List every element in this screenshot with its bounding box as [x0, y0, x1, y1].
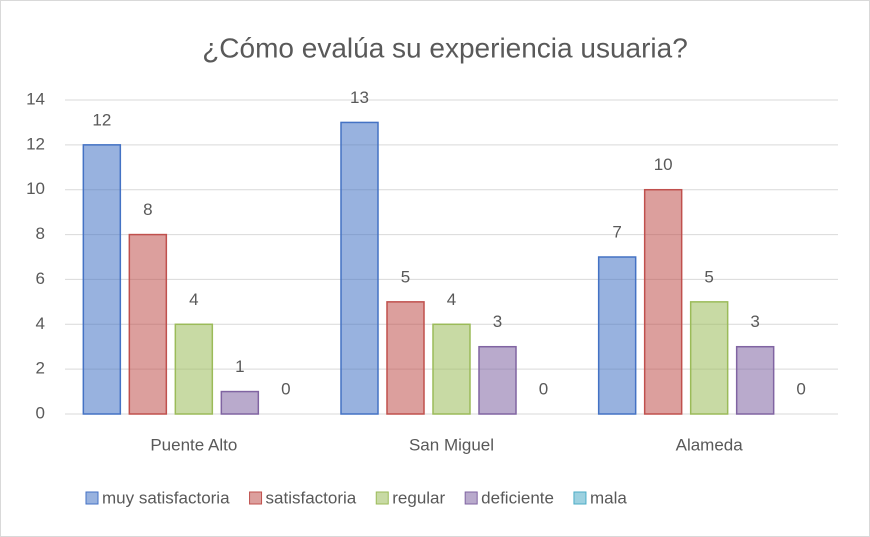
bar [478, 345, 517, 415]
data-label: 0 [539, 379, 548, 398]
legend-label: muy satisfactoria [102, 488, 230, 507]
legend-label: regular [392, 488, 445, 507]
legend-swatch [464, 491, 478, 505]
data-label: 0 [281, 379, 290, 398]
bar [82, 144, 122, 415]
y-tick-label: 4 [36, 314, 45, 333]
data-label: 10 [654, 155, 673, 174]
y-tick-label: 8 [36, 224, 45, 243]
bar [432, 323, 471, 415]
data-label: 3 [493, 312, 502, 331]
y-tick-label: 10 [26, 179, 45, 198]
data-label: 5 [401, 267, 410, 286]
bar [643, 188, 683, 415]
bar [220, 390, 260, 415]
bar [735, 345, 775, 415]
legend-swatch [375, 491, 389, 505]
y-tick-label: 2 [36, 359, 45, 378]
legend-label: deficiente [481, 488, 554, 507]
data-label: 12 [92, 110, 111, 129]
bar [128, 233, 168, 415]
legend-swatch [249, 491, 263, 505]
x-tick-label: San Miguel [409, 435, 494, 454]
chart-title: ¿Cómo evalúa su experiencia usuaria? [202, 32, 688, 63]
data-label: 5 [704, 267, 713, 286]
data-label: 4 [189, 290, 198, 309]
legend-swatch [573, 491, 587, 505]
data-label: 13 [350, 88, 369, 107]
bar [597, 256, 637, 415]
data-label: 8 [143, 200, 152, 219]
data-label: 1 [235, 357, 244, 376]
bar [689, 301, 729, 415]
legend-label: satisfactoria [266, 488, 357, 507]
data-label: 4 [447, 290, 456, 309]
data-label: 7 [612, 222, 621, 241]
y-tick-label: 12 [26, 134, 45, 153]
y-tick-label: 0 [36, 403, 45, 422]
data-label: 3 [750, 312, 759, 331]
bar [340, 121, 379, 415]
x-tick-label: Alameda [676, 435, 744, 454]
legend-label: mala [590, 488, 627, 507]
y-tick-label: 14 [26, 89, 45, 108]
legend-swatch [85, 491, 99, 505]
y-tick-label: 6 [36, 269, 45, 288]
bar [386, 301, 425, 415]
x-tick-label: Puente Alto [150, 435, 237, 454]
data-label: 0 [796, 379, 805, 398]
bar [174, 323, 214, 415]
